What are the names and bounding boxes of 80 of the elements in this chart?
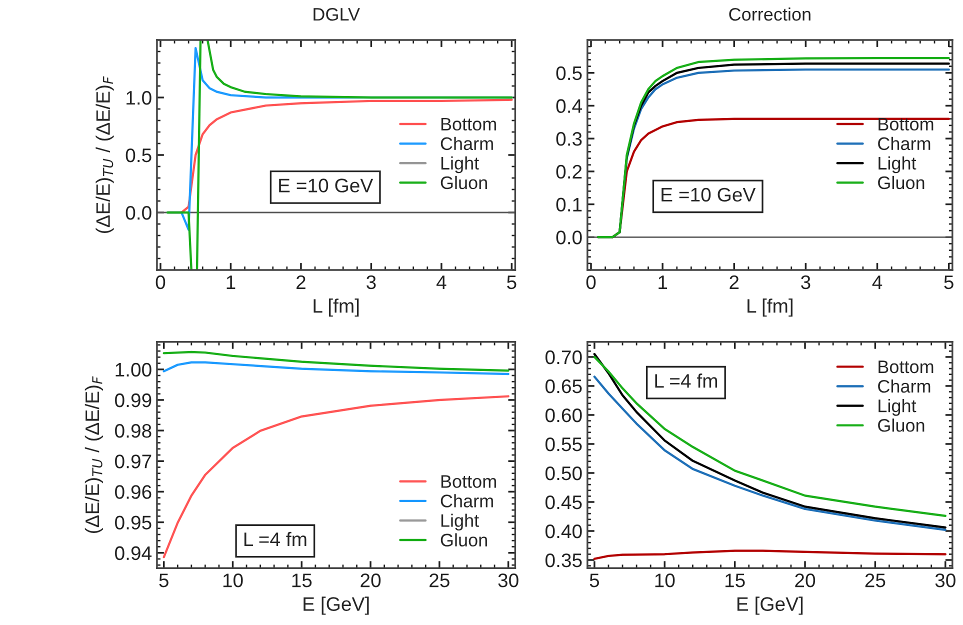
x-axis-title: L [fm]	[314, 298, 359, 317]
legend-label: Bottom	[441, 475, 496, 488]
legend-label: Light	[878, 156, 916, 174]
chart-title: Correction	[729, 7, 810, 21]
x-tick-label: 2	[296, 275, 306, 289]
legend-label: Light	[878, 399, 916, 416]
annotation: E =10 GeV	[662, 188, 756, 202]
legend-label: Gluon	[878, 176, 924, 190]
x-tick-label: 1	[226, 276, 236, 289]
y-tick-label: 0.96	[115, 485, 152, 499]
y-tick-label: 0.45	[545, 495, 582, 510]
x-tick-label: 25	[430, 574, 450, 588]
y-tick-label: 0.5	[126, 148, 152, 162]
line-series	[593, 550, 946, 560]
legend-label: Gluon	[440, 533, 487, 546]
y-tick-label: 0.97	[115, 454, 152, 468]
y-tick-label: 0.1	[556, 198, 582, 212]
x-tick-label: 2	[730, 275, 739, 289]
x-tick-label: 30	[498, 574, 518, 588]
legend-label: Charm	[878, 379, 930, 393]
y-axis-title: (ΔE/E)$_{TU}$ / (ΔE/E)$_{F}$	[96, 76, 114, 234]
y-tick-label: 0.98	[115, 424, 152, 438]
x-tick-label: 5	[159, 574, 168, 588]
annotation: E =10 GeV	[279, 178, 374, 192]
x-tick-label: 10	[223, 574, 243, 588]
y-tick-label: 0.5	[556, 66, 582, 80]
y-tick-label: 0.70	[545, 350, 582, 364]
y-tick-label: 0.95	[115, 516, 152, 530]
x-axis-title: E [GeV]	[304, 596, 369, 615]
x-tick-label: 20	[360, 574, 381, 588]
chart-title: DGLV	[314, 8, 360, 21]
y-tick-label: 0.40	[545, 524, 582, 538]
annotation: L =4 fm	[655, 374, 718, 388]
x-tick-label: 3	[366, 275, 376, 290]
x-axis-title: L [fm]	[748, 298, 792, 317]
y-tick-label: 0.99	[115, 393, 152, 408]
x-axis-title: E [GeV]	[737, 596, 803, 615]
x-tick-label: 25	[865, 574, 886, 588]
legend-label: Bottom	[878, 118, 934, 131]
legend-label: Bottom	[878, 360, 934, 374]
y-tick-label: 1.00	[116, 362, 152, 377]
x-tick-label: 3	[801, 275, 810, 290]
y-tick-label: 0.3	[556, 132, 582, 146]
line-series	[162, 361, 510, 376]
x-tick-label: 5	[507, 276, 516, 290]
x-tick-label: 30	[935, 574, 956, 588]
y-tick-label: 0.2	[556, 164, 582, 179]
x-tick-label: 20	[795, 574, 816, 588]
x-tick-label: 1	[658, 276, 668, 289]
y-tick-label: 0.35	[545, 553, 582, 568]
y-tick-label: 0.0	[126, 206, 152, 220]
legend-label: Bottom	[441, 118, 496, 131]
x-tick-label: 4	[872, 276, 882, 289]
x-tick-label: 0	[586, 275, 596, 290]
legend-label: Charm	[440, 136, 493, 150]
x-tick-label: 0	[156, 275, 166, 290]
y-tick-label: 0.60	[545, 408, 582, 422]
y-tick-label: 0.65	[545, 379, 582, 394]
legend-label: Charm	[440, 494, 493, 508]
line-series	[162, 350, 510, 372]
x-tick-label: 10	[655, 574, 675, 588]
y-tick-label: 1.0	[126, 90, 152, 105]
y-tick-label: 0.4	[556, 99, 582, 113]
legend-label: Gluon	[878, 418, 924, 432]
y-tick-label: 0.50	[545, 466, 582, 480]
x-tick-label: 5	[590, 574, 600, 588]
x-tick-label: 4	[436, 276, 446, 289]
y-axis-title: (ΔE/E)$_{TU}$ / (ΔE/E)$_{F}$	[84, 376, 103, 534]
y-tick-label: 0.0	[556, 230, 582, 244]
x-tick-label: 15	[725, 574, 745, 588]
y-tick-label: 0.94	[115, 546, 152, 560]
x-tick-label: 5	[944, 276, 954, 290]
legend-label: Charm	[878, 136, 930, 150]
y-tick-label: 0.55	[545, 437, 582, 452]
x-tick-label: 15	[292, 574, 312, 588]
line-series	[162, 395, 510, 558]
annotation: L =4 fm	[244, 532, 306, 546]
legend-label: Gluon	[440, 176, 487, 190]
legend-label: Light	[441, 156, 479, 174]
legend-label: Light	[441, 514, 479, 531]
